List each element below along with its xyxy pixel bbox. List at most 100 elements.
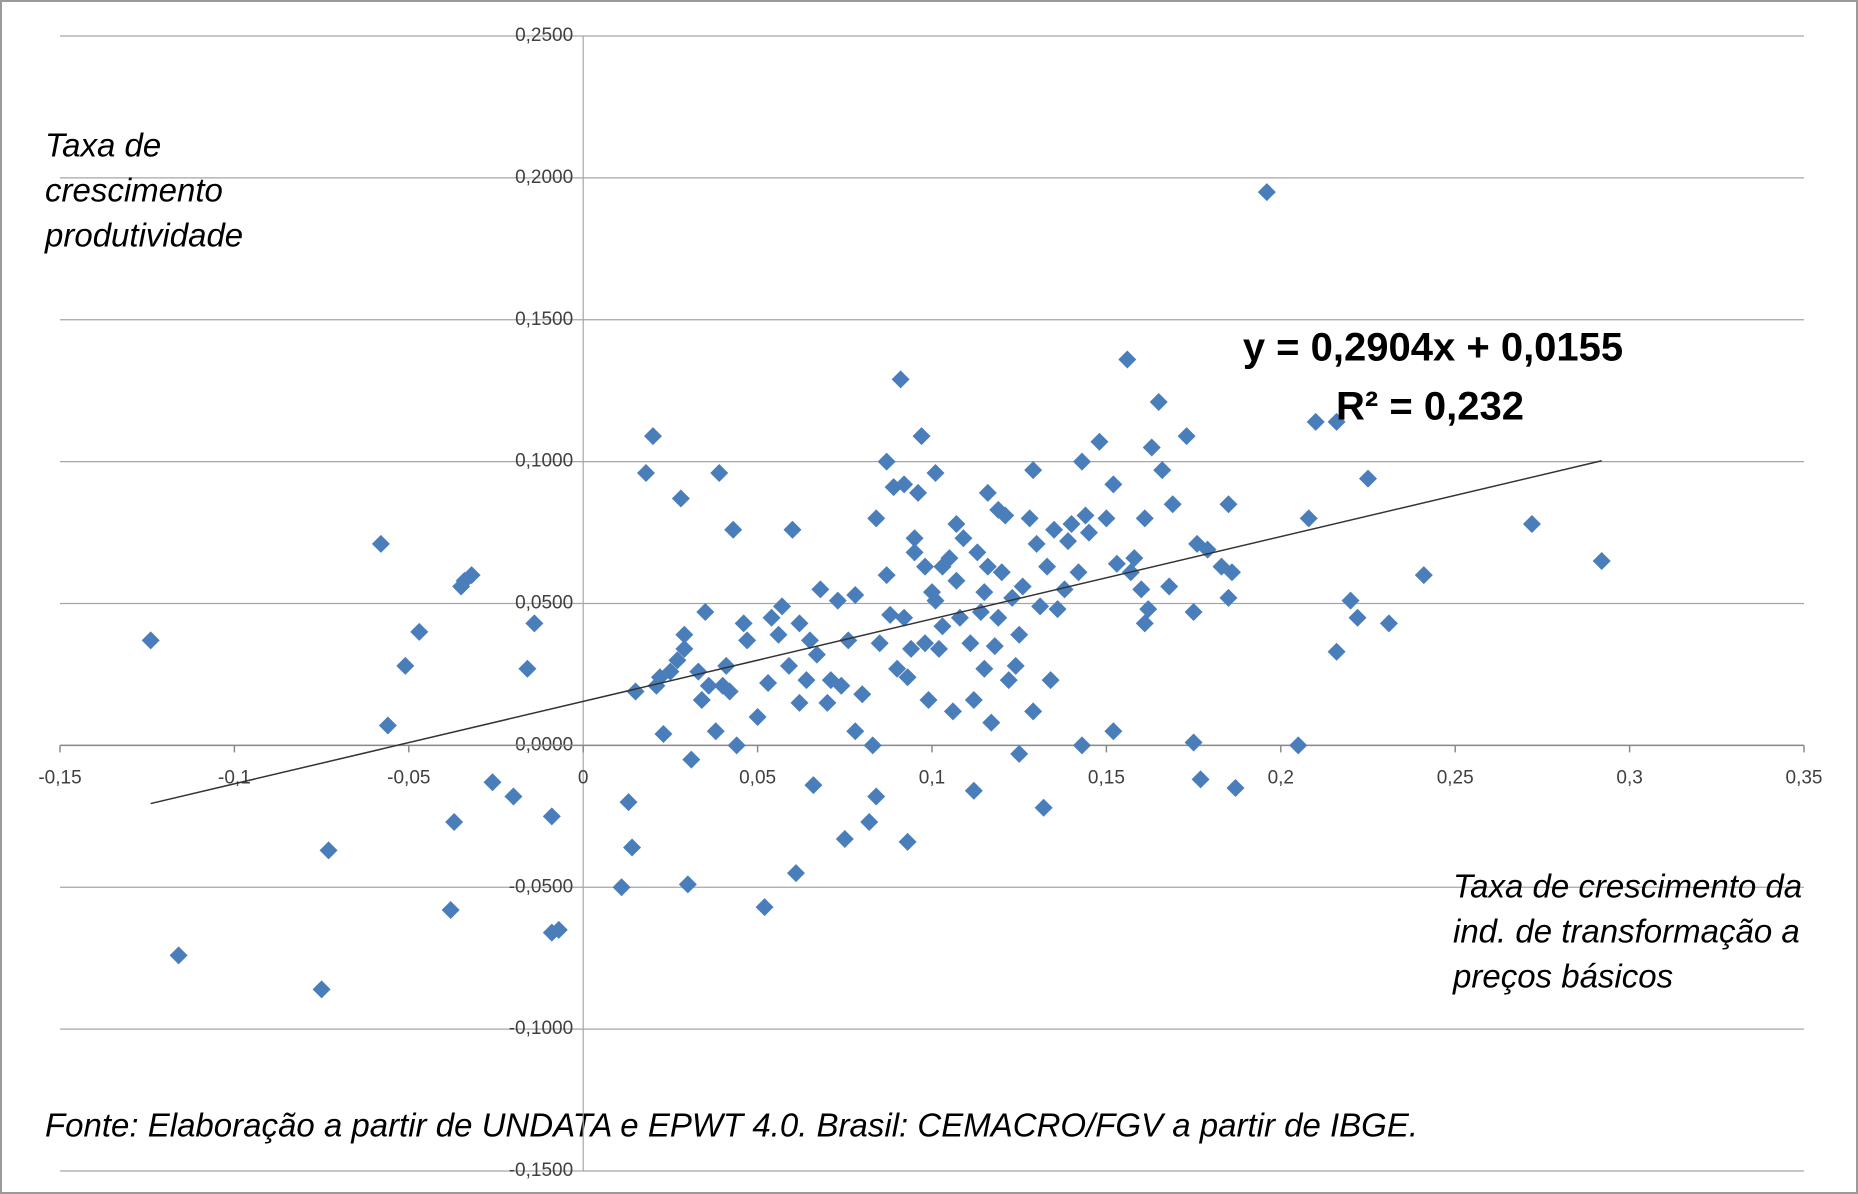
- point: [786, 864, 805, 883]
- point: [441, 900, 460, 919]
- point: [1592, 551, 1611, 570]
- point: [769, 625, 788, 644]
- point: [1010, 625, 1029, 644]
- point: [954, 529, 973, 548]
- point: [846, 722, 865, 741]
- point: [675, 639, 694, 658]
- point: [1226, 778, 1245, 797]
- point: [748, 708, 767, 726]
- point: [807, 645, 826, 664]
- point: [1107, 554, 1126, 573]
- point: [734, 614, 753, 633]
- point: [141, 631, 160, 650]
- point: [1142, 438, 1161, 457]
- point: [961, 634, 980, 653]
- x-tick-label: -0,1: [218, 767, 251, 788]
- point: [905, 529, 924, 548]
- point: [710, 463, 729, 482]
- point: [720, 682, 739, 701]
- point: [1090, 432, 1109, 451]
- point: [1184, 603, 1203, 622]
- point: [1055, 580, 1074, 599]
- point: [964, 690, 983, 709]
- point: [518, 659, 537, 678]
- point: [1079, 523, 1098, 542]
- point: [1135, 614, 1154, 633]
- point: [762, 608, 781, 627]
- point: [169, 946, 188, 965]
- point: [1379, 614, 1398, 633]
- point: [978, 557, 997, 576]
- point: [877, 566, 896, 585]
- point: [891, 370, 910, 389]
- point: [916, 634, 935, 653]
- point: [940, 549, 959, 568]
- point: [396, 656, 415, 675]
- point: [1153, 461, 1172, 480]
- point: [738, 631, 757, 650]
- point: [978, 483, 997, 502]
- point: [1013, 577, 1032, 596]
- point: [1135, 509, 1154, 528]
- point: [1104, 475, 1123, 494]
- point: [929, 639, 948, 658]
- point: [888, 659, 907, 678]
- point: [982, 713, 1001, 732]
- point: [668, 651, 687, 670]
- point: [410, 622, 429, 641]
- point: [1097, 509, 1116, 528]
- point: [1522, 515, 1541, 534]
- point: [804, 776, 823, 795]
- point: [623, 838, 642, 857]
- point: [1031, 597, 1050, 616]
- point: [504, 787, 523, 806]
- point: [675, 625, 694, 644]
- point: [1289, 736, 1308, 755]
- point: [902, 639, 921, 658]
- x-tick-label: 0,35: [1786, 767, 1823, 788]
- point: [699, 676, 718, 695]
- point: [755, 898, 774, 917]
- point: [835, 830, 854, 849]
- point: [696, 603, 715, 622]
- point: [445, 812, 464, 831]
- point: [1072, 736, 1091, 755]
- trendline-equation: y = 0,2904x + 0,0155: [1243, 326, 1623, 370]
- point: [1198, 540, 1217, 559]
- point: [1072, 452, 1091, 471]
- point: [1034, 798, 1053, 817]
- point: [1341, 591, 1360, 610]
- point: [626, 682, 645, 701]
- point: [1163, 495, 1182, 514]
- y-tick-label: 0,1000: [515, 451, 573, 472]
- point: [717, 656, 736, 675]
- point: [1024, 702, 1043, 721]
- point: [895, 608, 914, 627]
- point: [654, 725, 673, 744]
- point: [1006, 656, 1025, 675]
- point: [1306, 412, 1325, 431]
- point: [1160, 577, 1179, 596]
- point: [319, 841, 338, 860]
- point: [867, 509, 886, 528]
- x-tick-label: 0,15: [1088, 767, 1125, 788]
- trendline: [150, 460, 1602, 805]
- point: [916, 557, 935, 576]
- point: [797, 671, 816, 690]
- point: [1149, 393, 1168, 412]
- point: [853, 685, 872, 704]
- point: [724, 520, 743, 539]
- point: [1062, 515, 1081, 534]
- point: [542, 807, 561, 826]
- point: [783, 520, 802, 539]
- point: [999, 671, 1018, 690]
- point: [919, 690, 938, 709]
- point: [678, 875, 697, 894]
- point: [790, 614, 809, 633]
- x-tick-label: -0,05: [387, 767, 430, 788]
- point: [1045, 520, 1064, 539]
- point: [839, 631, 858, 650]
- point: [1219, 588, 1238, 607]
- point: [943, 702, 962, 721]
